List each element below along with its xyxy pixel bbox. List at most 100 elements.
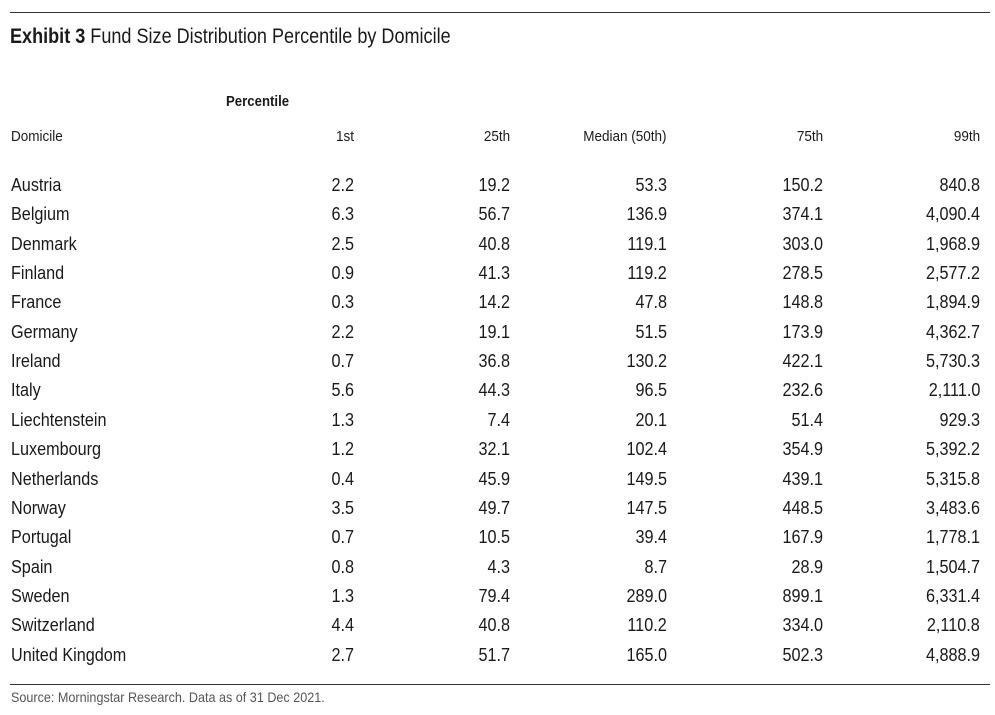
p75-cell: 439.1 [782,468,823,489]
header-75th: 75th [796,128,823,145]
median-cell: 119.2 [627,263,667,284]
table-row: France 0.3 14.2 47.8 148.8 1,894.9 [0,289,995,315]
p25-cell: 49.7 [478,497,510,518]
p25-cell: 40.8 [478,615,510,636]
p25-cell: 19.2 [478,175,510,195]
p1-cell: 3.5 [331,497,354,518]
p75-cell: 232.6 [782,380,823,401]
p99-cell: 5,392.2 [925,439,980,460]
domicile-cell: Germany [11,321,78,342]
p1-cell: 0.8 [331,556,354,577]
p25-cell: 32.1 [478,439,510,460]
table-row: United Kingdom 2.7 51.7 165.0 502.3 4,888.9 [0,642,995,668]
domicile-cell: Austria [11,175,62,195]
p99-cell: 1,968.9 [925,233,980,254]
p25-cell: 45.9 [478,468,510,489]
p99-cell: 1,504.7 [925,556,980,577]
median-cell: 149.5 [626,468,667,489]
domicile-cell: Switzerland [11,615,95,636]
p99-cell: 4,362.7 [925,321,980,342]
domicile-cell: Finland [11,263,65,284]
table-row: Spain 0.8 4.3 8.7 28.9 1,504.7 [0,554,995,580]
median-cell: 130.2 [626,351,667,372]
p25-cell: 51.7 [478,644,510,665]
median-cell: 136.9 [626,204,667,225]
median-cell: 39.4 [635,527,667,548]
median-cell: 96.5 [635,380,667,401]
p75-cell: 422.1 [782,351,823,372]
p75-cell: 334.0 [782,615,823,636]
source-note: Source: Morningstar Research. Data as of… [11,689,325,705]
p75-cell: 502.3 [782,644,823,665]
p99-cell: 840.8 [939,175,980,195]
p99-cell: 3,483.6 [925,497,980,518]
percentile-group-label: Percentile [226,93,290,110]
table-row: Netherlands 0.4 45.9 149.5 439.1 5,315.8 [0,466,995,492]
exhibit-title-text: Fund Size Distribution Percentile by Dom… [90,25,451,48]
p75-cell: 28.9 [791,556,823,577]
p75-cell: 899.1 [782,585,823,606]
p1-cell: 5.6 [331,380,354,401]
p1-cell: 2.7 [331,644,354,665]
p99-cell: 4,888.9 [925,644,980,665]
top-rule [10,12,990,13]
domicile-cell: France [11,292,62,313]
p25-cell: 79.4 [478,585,510,606]
median-cell: 165.0 [626,644,667,665]
p99-cell: 2,111.0 [928,380,980,401]
p1-cell: 1.3 [331,585,354,606]
header-99th: 99th [953,128,980,145]
domicile-cell: Italy [11,380,41,401]
p99-cell: 5,315.8 [925,468,980,489]
p99-cell: 5,730.3 [925,351,980,372]
table-row: Sweden 1.3 79.4 289.0 899.1 6,331.4 [0,583,995,609]
p1-cell: 2.5 [331,233,354,254]
domicile-cell: Belgium [11,204,70,225]
p25-cell: 36.8 [478,351,510,372]
p99-cell: 6,331.4 [925,585,980,606]
p75-cell: 167.9 [782,527,823,548]
domicile-cell: Portugal [11,527,72,548]
p99-cell: 1,894.9 [925,292,980,313]
domicile-cell: Norway [11,497,66,518]
p1-cell: 0.7 [331,527,354,548]
p75-cell: 374.1 [782,204,823,225]
table-row: Denmark 2.5 40.8 119.1 303.0 1,968.9 [0,231,995,257]
table-row: Norway 3.5 49.7 147.5 448.5 3,483.6 [0,495,995,521]
p75-cell: 354.9 [782,439,823,460]
header-domicile: Domicile [11,128,63,145]
p25-cell: 40.8 [478,233,510,254]
median-cell: 53.3 [635,175,667,195]
domicile-cell: Netherlands [11,468,99,489]
p75-cell: 278.5 [782,263,823,284]
p1-cell: 0.9 [331,263,354,284]
p75-cell: 448.5 [782,497,823,518]
bottom-rule [10,684,990,685]
domicile-cell: Luxembourg [11,439,102,460]
table-row: Belgium 6.3 56.7 136.9 374.1 4,090.4 [0,201,995,227]
p75-cell: 148.8 [782,292,823,313]
p1-cell: 0.4 [331,468,354,489]
median-cell: 119.1 [627,233,667,254]
header-median: Median (50th) [583,128,667,145]
p75-cell: 150.2 [782,175,823,195]
p1-cell: 0.3 [331,292,354,313]
p1-cell: 6.3 [331,204,354,225]
p99-cell: 1,778.1 [925,527,980,548]
table-row: Liechtenstein 1.3 7.4 20.1 51.4 929.3 [0,407,995,433]
p1-cell: 4.4 [331,615,354,636]
p75-cell: 51.4 [791,409,823,430]
table-row: Germany 2.2 19.1 51.5 173.9 4,362.7 [0,319,995,345]
header-25th: 25th [483,128,510,145]
p99-cell: 929.3 [939,409,980,430]
p25-cell: 10.5 [478,527,510,548]
domicile-cell: Denmark [11,233,77,254]
exhibit-number: Exhibit 3 [10,25,86,48]
p1-cell: 2.2 [331,175,354,195]
domicile-cell: Ireland [11,351,61,372]
median-cell: 289.0 [626,585,667,606]
p99-cell: 2,577.2 [925,263,980,284]
domicile-cell: Liechtenstein [11,409,107,430]
p1-cell: 1.3 [331,409,354,430]
table-row: Finland 0.9 41.3 119.2 278.5 2,577.2 [0,260,995,286]
